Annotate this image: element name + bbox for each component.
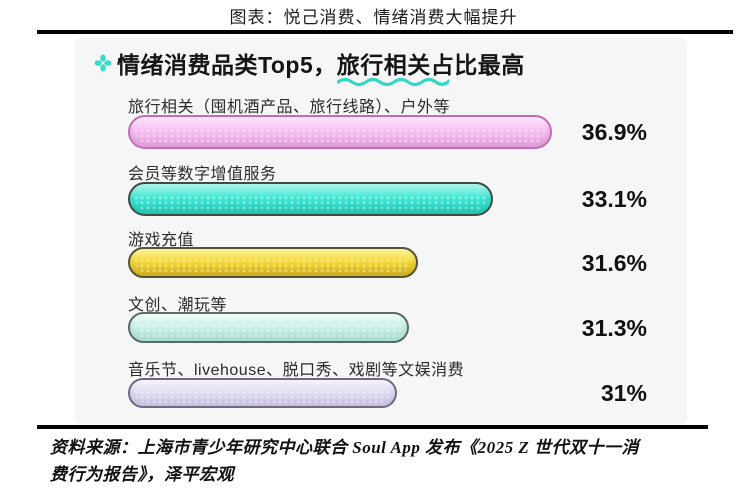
value-label: 31.6% [581,250,647,276]
source-line: 资料来源：上海市青少年研究中心联合 Soul App 发布《2025 Z 世代双… [50,438,639,457]
top-divider [37,30,733,34]
chart-card: 情绪消费品类Top5，旅行相关占比最高 旅行相关（囤机酒产品、旅行线路）、户外等… [75,38,687,424]
bar-entertainment [128,378,397,408]
category-label: 音乐节、livehouse、脱口秀、戏剧等文娱消费 [128,362,465,379]
bottom-divider [37,425,708,429]
chart-title-text: 情绪消费品类Top5，旅行相关占比最高 [117,52,525,78]
value-label: 33.1% [581,186,647,212]
bar-cultural-creative [128,312,409,343]
value-label: 36.9% [581,119,647,145]
category-label: 会员等数字增值服务 [128,166,277,183]
bar-membership [128,182,493,216]
value-label: 31.3% [581,315,647,341]
category-label: 游戏充值 [128,232,195,249]
bar-travel [128,115,552,149]
value-label: 31% [600,380,647,406]
category-label: 旅行相关（囤机酒产品、旅行线路）、户外等 [128,99,451,116]
figure-caption: 图表：悦己消费、情绪消费大幅提升 [229,8,518,27]
source-note: 资料来源：上海市青少年研究中心联合 Soul App 发布《2025 Z 世代双… [50,434,740,488]
source-line: 费行为报告》，泽平宏观 [50,465,234,484]
bar-game-topup [128,247,418,278]
flower-icon [94,54,112,72]
chart-title: 情绪消费品类Top5，旅行相关占比最高 [94,48,525,78]
wavy-underline [337,77,449,86]
category-label: 文创、潮玩等 [128,297,228,314]
